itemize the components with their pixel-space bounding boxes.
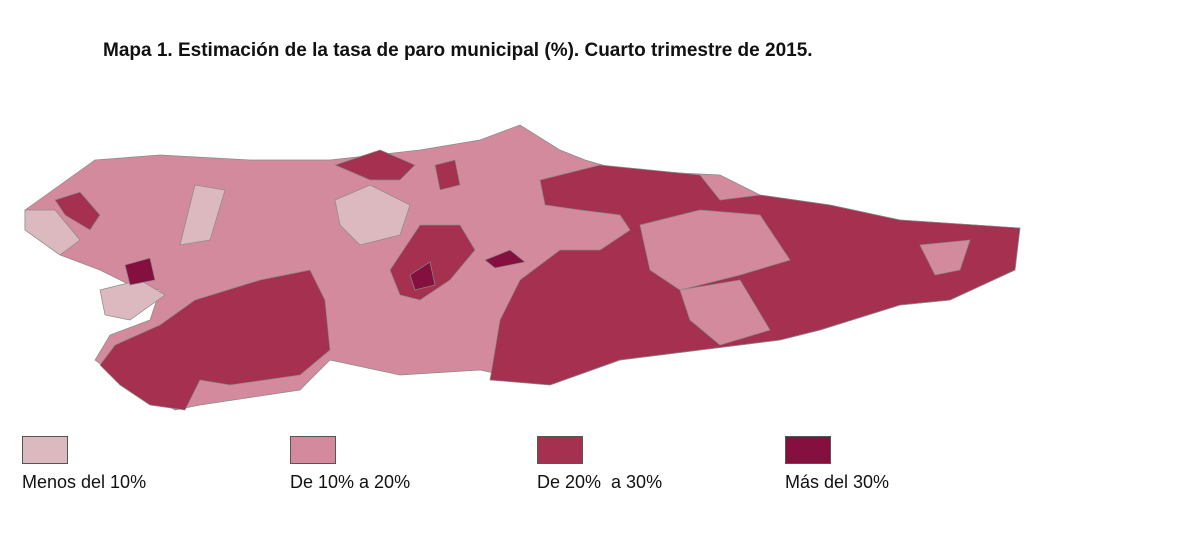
legend-swatch bbox=[537, 436, 583, 464]
map-region bbox=[434, 159, 461, 191]
map-region bbox=[124, 257, 156, 286]
legend-item: De 20% a 30% bbox=[537, 436, 662, 493]
legend-label: Más del 30% bbox=[785, 472, 890, 492]
legend-swatch bbox=[290, 436, 336, 464]
map-region bbox=[24, 209, 81, 256]
map-region bbox=[99, 269, 331, 411]
map-region bbox=[334, 149, 416, 181]
map-region bbox=[639, 209, 791, 291]
map-region bbox=[334, 184, 411, 246]
legend-label: De 20% a 30% bbox=[537, 472, 663, 492]
map-region bbox=[54, 191, 101, 231]
map-region bbox=[409, 261, 436, 291]
map-region bbox=[919, 239, 971, 276]
legend-item: Más del 30% bbox=[785, 436, 889, 493]
map-title: Mapa 1. Estimación de la tasa de paro mu… bbox=[103, 40, 813, 61]
map-region bbox=[484, 249, 526, 269]
map-region bbox=[389, 224, 476, 301]
legend-label: De 10% a 20% bbox=[290, 472, 411, 492]
legend-item: De 10% a 20% bbox=[290, 436, 410, 493]
legend-item: Menos del 10% bbox=[22, 436, 146, 493]
map-region bbox=[489, 164, 1021, 386]
legend-label: Menos del 10% bbox=[22, 472, 147, 492]
legend-swatch bbox=[22, 436, 68, 464]
map-region bbox=[679, 279, 771, 346]
map-region bbox=[179, 184, 226, 246]
legend-swatch bbox=[785, 436, 831, 464]
